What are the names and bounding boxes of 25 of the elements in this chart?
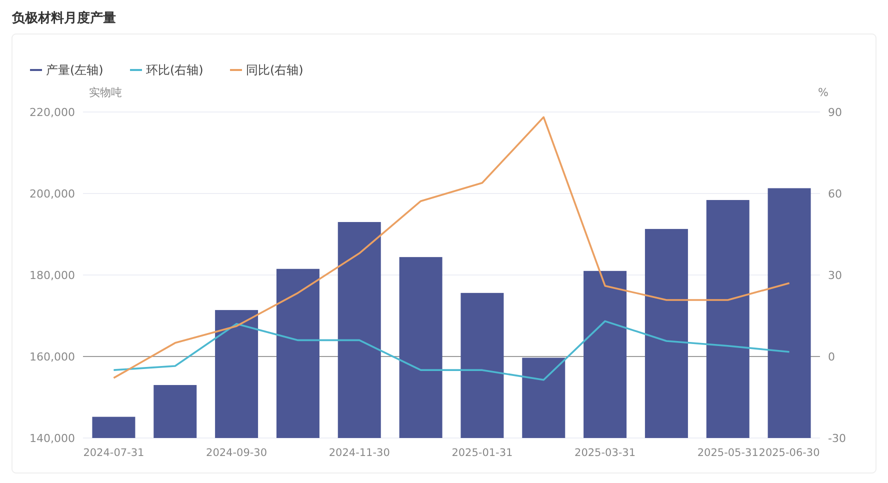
y-tick-label: 200,000 — [30, 188, 75, 200]
legend-label: 同比(右轴) — [246, 63, 304, 77]
x-tick-label: 2024-11-30 — [328, 447, 390, 459]
y-tick-label: 220,000 — [30, 106, 75, 119]
x-tick-label: 2025-06-30 — [758, 447, 820, 459]
y2-tick-label: -30 — [828, 432, 846, 445]
line-series — [112, 116, 790, 379]
y2-tick-label: 90 — [828, 106, 842, 119]
x-tick-label: 2024-07-31 — [83, 447, 144, 459]
y-tick-label: 180,000 — [30, 269, 75, 282]
legend-label: 环比(右轴) — [146, 63, 204, 77]
y2-tick-label: 0 — [828, 350, 835, 364]
x-tick-label: 2025-05-31 — [697, 447, 758, 459]
y-axis-title: 实物吨 — [89, 86, 122, 99]
x-tick-label: 2025-01-31 — [452, 447, 513, 459]
x-tick-label: 2024-09-30 — [206, 447, 268, 459]
y2-tick-label: 60 — [828, 188, 842, 200]
y2-axis-title: % — [818, 86, 828, 99]
y-tick-label: 140,000 — [30, 432, 75, 445]
y2-tick-label: 30 — [828, 269, 842, 282]
chart-title: 负极材料月度产量 — [11, 10, 116, 26]
x-tick-label: 2025-03-31 — [574, 447, 636, 459]
legend-label: 产量(左轴) — [46, 63, 104, 77]
line-series — [112, 320, 790, 381]
y-tick-label: 160,000 — [30, 350, 75, 364]
